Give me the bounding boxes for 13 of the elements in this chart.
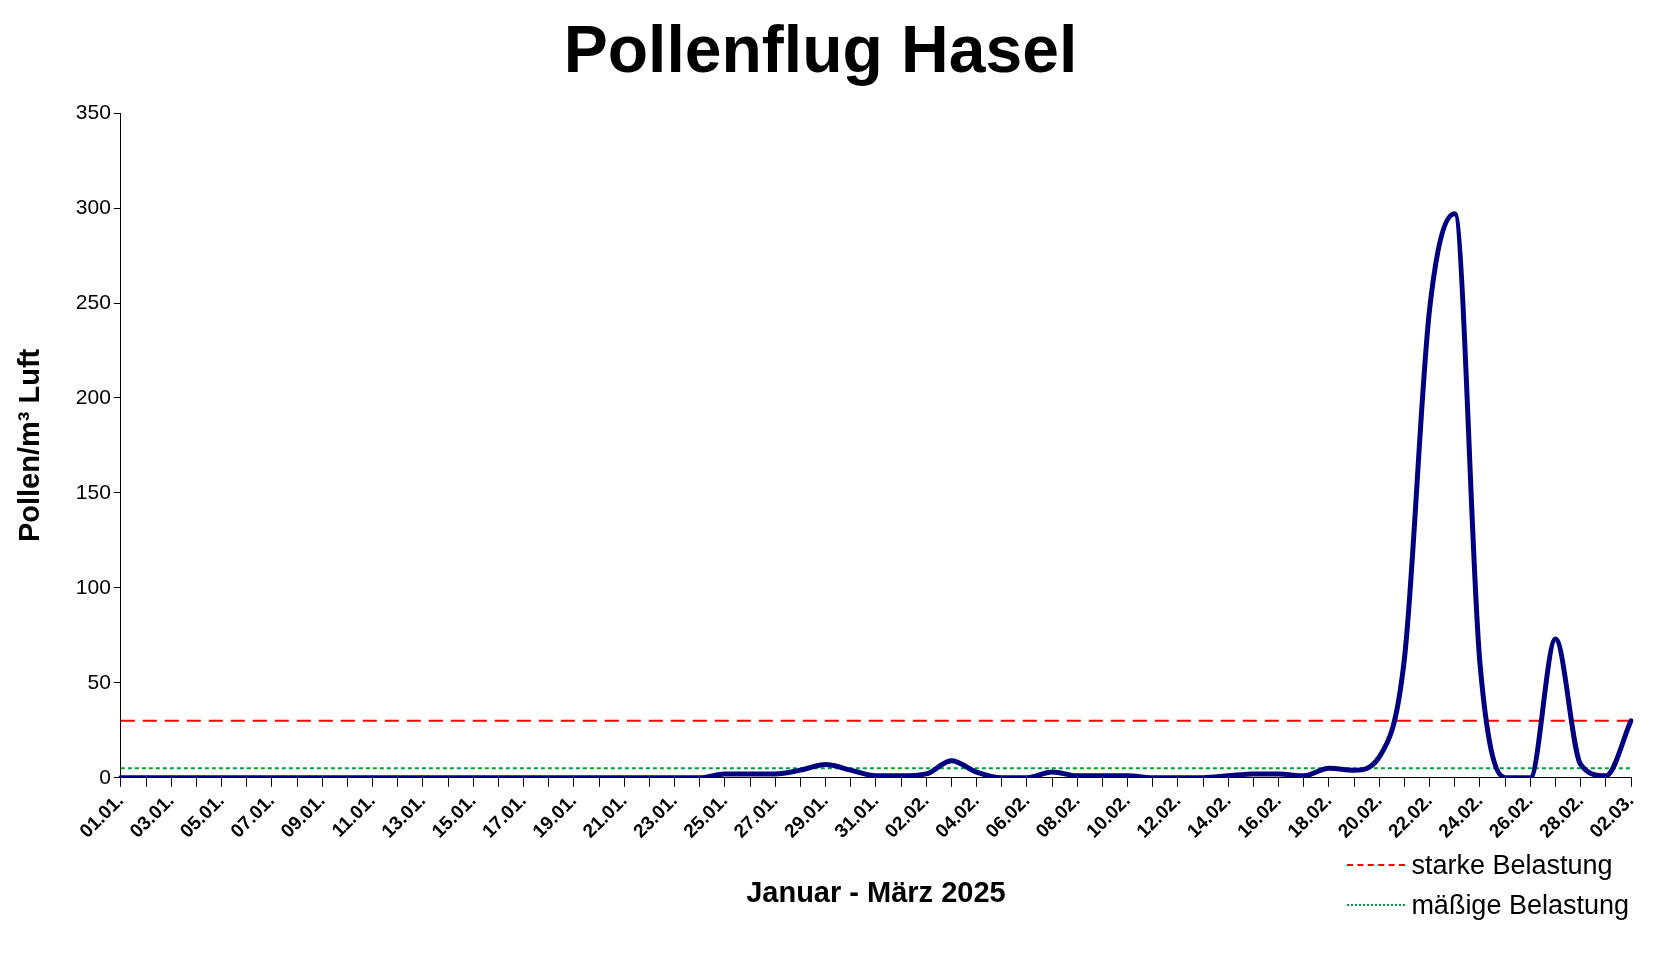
y-axis-title: Pollen/m³ Luft (13, 348, 46, 543)
y-tick-label: 100 (75, 574, 111, 598)
y-tick-label: 0 (99, 764, 111, 788)
legend-label: mäßige Belastung (1411, 889, 1629, 921)
legend-label: starke Belastung (1411, 849, 1613, 881)
y-tick-label: 300 (75, 194, 111, 218)
y-tick-label: 150 (75, 479, 111, 503)
y-tick-label: 250 (75, 289, 111, 313)
y-tick-label: 350 (75, 100, 111, 123)
y-tick-label: 50 (87, 669, 111, 693)
x-axis-title: Januar - März 2025 (746, 875, 1006, 908)
chart-title: Pollenflug Hasel (563, 11, 1078, 86)
y-tick-label: 200 (75, 384, 111, 408)
